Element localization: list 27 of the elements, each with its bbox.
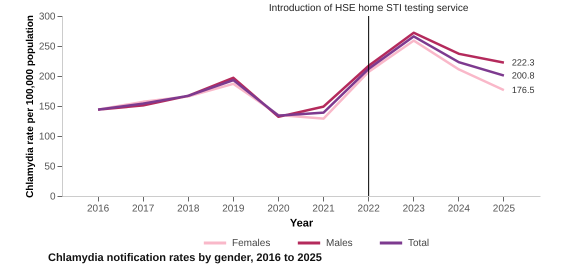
data-label: 222.3 bbox=[512, 58, 534, 68]
x-tick-label: 2019 bbox=[222, 204, 245, 214]
x-tick-label: 2025 bbox=[492, 204, 516, 214]
text: Chlamydia notification rates by gender, 2016 to 2025 bbox=[48, 252, 322, 264]
x-tick-label: 2021 bbox=[312, 204, 336, 214]
y-tick-label: 150 bbox=[38, 102, 56, 112]
y-tick-label: 300 bbox=[38, 12, 56, 22]
x-tick-label: 2016 bbox=[86, 204, 110, 214]
data-label: 200.8 bbox=[512, 70, 534, 81]
x-tick-label: 2018 bbox=[177, 204, 200, 214]
legend-label: Total bbox=[408, 238, 430, 249]
x-tick-label: 2022 bbox=[358, 204, 380, 214]
x-tick-label: 2020 bbox=[267, 204, 290, 214]
y-tick-label: 50 bbox=[44, 162, 56, 172]
legend-label: Females bbox=[232, 238, 270, 249]
x-tick-label: 2023 bbox=[402, 204, 426, 214]
y-tick-label: 200 bbox=[38, 72, 56, 82]
data-label: 176.5 bbox=[512, 85, 534, 96]
ref-line-label: Introduction of HSE home STI testing service bbox=[268, 3, 469, 14]
x-axis-title: Year bbox=[290, 218, 314, 230]
y-tick-label: 100 bbox=[38, 132, 56, 142]
y-tick-label: 250 bbox=[38, 42, 56, 52]
y-axis-title: Chlamydia rate per 100,000 population bbox=[24, 15, 36, 198]
y-tick-label: 0 bbox=[50, 192, 56, 202]
x-tick-label: 2017 bbox=[132, 204, 155, 214]
legend-label: Males bbox=[326, 238, 353, 249]
x-tick-label: 2024 bbox=[448, 204, 470, 214]
